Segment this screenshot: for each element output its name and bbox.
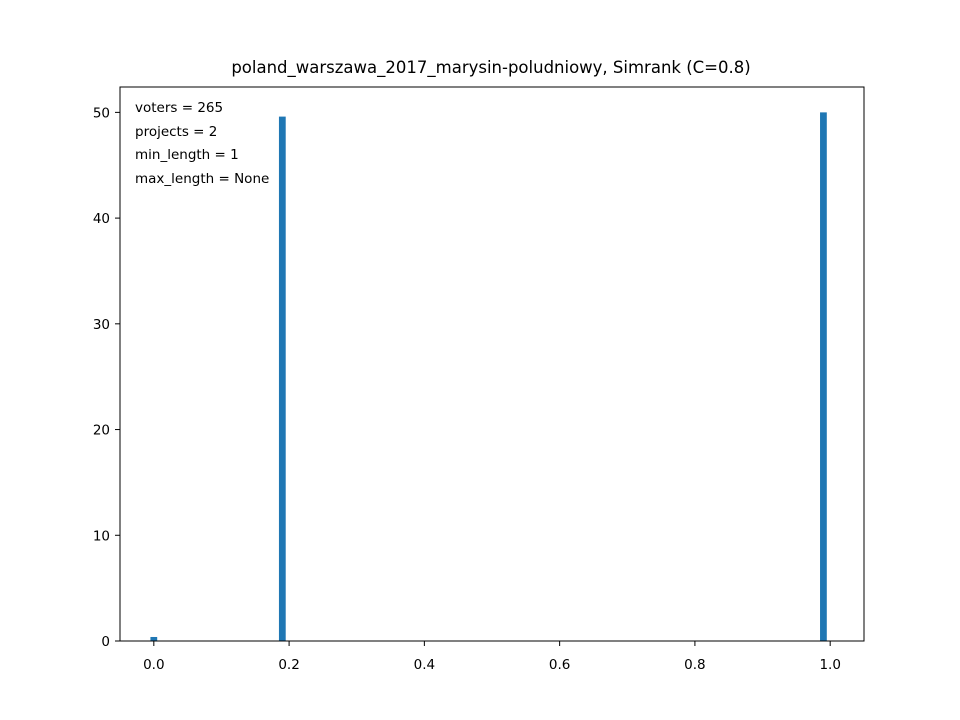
bars-group xyxy=(150,112,827,642)
x-tick-label-5: 1.0 xyxy=(819,657,840,673)
annotation-max-length: max_length = None xyxy=(135,171,269,187)
annotation-min-length: min_length = 1 xyxy=(135,147,239,163)
x-axis-ticks: 0.0 0.2 0.4 0.6 0.8 1.0 xyxy=(143,641,841,673)
bar-1 xyxy=(278,116,286,642)
y-tick-label-1: 10 xyxy=(93,528,110,544)
y-axis-ticks: 0 10 20 30 40 50 xyxy=(93,105,120,650)
plot-area-frame xyxy=(119,86,865,642)
x-tick-label-1: 0.2 xyxy=(278,657,299,673)
x-tick-label-0: 0.0 xyxy=(143,657,164,673)
bar-0 xyxy=(150,636,158,641)
chart-title: poland_warszawa_2017_marysin-poludniowy,… xyxy=(231,58,750,78)
annotation-voters: voters = 265 xyxy=(135,100,223,116)
x-tick-label-2: 0.4 xyxy=(414,657,435,673)
x-tick-label-3: 0.6 xyxy=(549,657,570,673)
x-tick-label-4: 0.8 xyxy=(684,657,705,673)
y-tick-label-4: 40 xyxy=(93,211,110,227)
bar-2 xyxy=(820,112,827,642)
y-tick-label-5: 50 xyxy=(93,105,110,121)
y-tick-label-0: 0 xyxy=(101,634,110,650)
y-tick-label-2: 20 xyxy=(93,423,110,439)
annotation-projects: projects = 2 xyxy=(135,124,217,140)
y-tick-label-3: 30 xyxy=(93,317,110,333)
annotation-box: voters = 265 projects = 2 min_length = 1… xyxy=(135,100,269,187)
